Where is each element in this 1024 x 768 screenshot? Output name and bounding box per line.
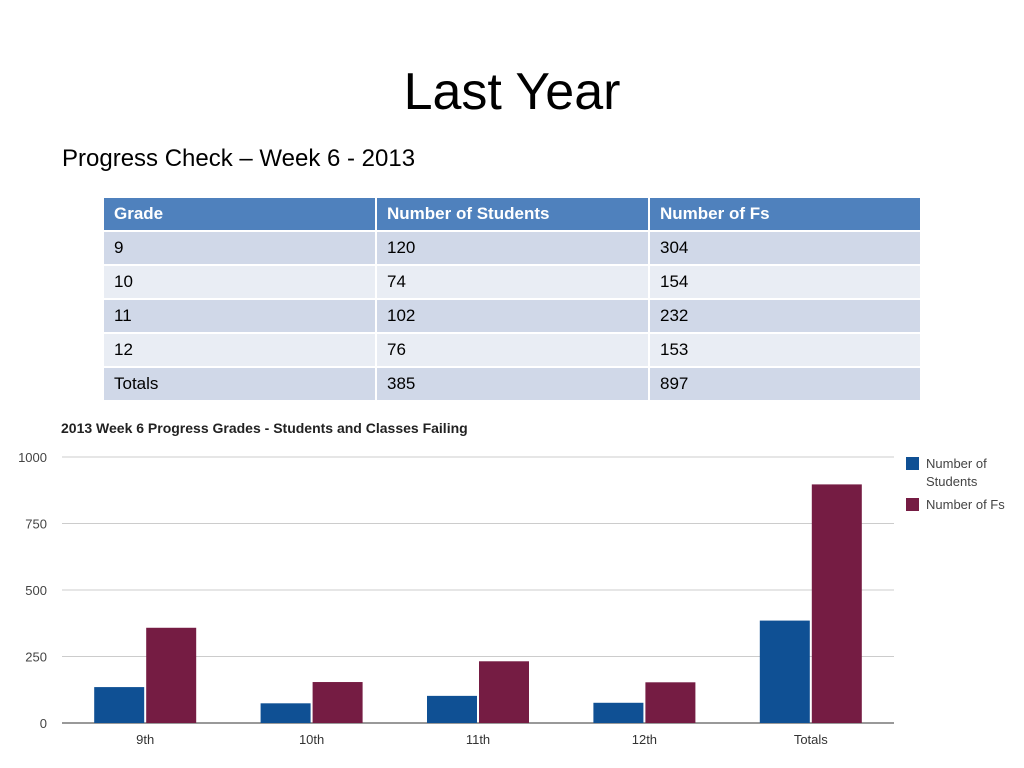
bar-students xyxy=(94,687,145,723)
y-tick-label: 0 xyxy=(40,716,47,731)
bar-chart: 0 250 500 750 1000 9th 10th 11th 12th Totals xyxy=(18,450,894,747)
x-tick-label: Totals xyxy=(794,732,828,747)
bar-students xyxy=(759,620,810,723)
slide-subtitle: Progress Check – Week 6 - 2013 xyxy=(62,145,416,172)
legend-item-students: Number of Students xyxy=(906,455,1016,491)
bar-fs xyxy=(146,627,197,723)
cell-fs: 232 xyxy=(648,298,922,334)
cell-fs: 897 xyxy=(648,366,922,402)
y-tick-label: 750 xyxy=(25,517,47,532)
bar-fs xyxy=(312,682,363,723)
cell-students: 102 xyxy=(375,298,650,334)
cell-students: 76 xyxy=(375,332,650,368)
slide-title: Last Year xyxy=(403,63,621,121)
x-tick-label: 9th xyxy=(136,732,154,747)
bar-students xyxy=(427,695,477,723)
table-row: 11 102 232 xyxy=(102,298,922,334)
table-row: 10 74 154 xyxy=(102,264,922,300)
bar-fs xyxy=(479,661,529,723)
bar-students xyxy=(593,702,644,723)
bar-fs xyxy=(645,682,696,723)
cell-fs: 154 xyxy=(648,264,922,300)
header-grade: Grade xyxy=(102,196,377,232)
cell-students: 385 xyxy=(375,366,650,402)
header-number-of-students: Number of Students xyxy=(375,196,650,232)
bar-students xyxy=(260,703,311,723)
grades-table: Grade Number of Students Number of Fs 9 … xyxy=(102,196,922,402)
cell-fs: 153 xyxy=(648,332,922,368)
cell-students: 74 xyxy=(375,264,650,300)
x-tick-label: 12th xyxy=(632,732,657,747)
legend-swatch-students xyxy=(906,457,919,470)
cell-grade: 11 xyxy=(102,298,377,334)
table-header-row: Grade Number of Students Number of Fs xyxy=(102,196,922,232)
cell-grade: 9 xyxy=(102,230,377,266)
x-tick-label: 10th xyxy=(299,732,324,747)
y-tick-label: 250 xyxy=(25,650,47,665)
y-tick-label: 1000 xyxy=(18,450,47,465)
chart-legend: Number of Students Number of Fs xyxy=(906,455,1016,519)
header-number-of-fs: Number of Fs xyxy=(648,196,922,232)
legend-item-fs: Number of Fs xyxy=(906,496,1016,514)
cell-students: 120 xyxy=(375,230,650,266)
y-tick-label: 500 xyxy=(25,583,47,598)
table-row: 12 76 153 xyxy=(102,332,922,368)
cell-grade: 10 xyxy=(102,264,377,300)
table-row: 9 120 304 xyxy=(102,230,922,266)
cell-grade: Totals xyxy=(102,366,377,402)
bar-fs xyxy=(811,484,862,723)
cell-grade: 12 xyxy=(102,332,377,368)
table-row: Totals 385 897 xyxy=(102,366,922,402)
legend-label-students: Number of Students xyxy=(926,456,987,489)
cell-fs: 304 xyxy=(648,230,922,266)
chart-title: 2013 Week 6 Progress Grades - Students a… xyxy=(61,420,468,436)
x-tick-label: 11th xyxy=(466,732,490,747)
legend-label-fs: Number of Fs xyxy=(926,497,1005,512)
legend-swatch-fs xyxy=(906,498,919,511)
